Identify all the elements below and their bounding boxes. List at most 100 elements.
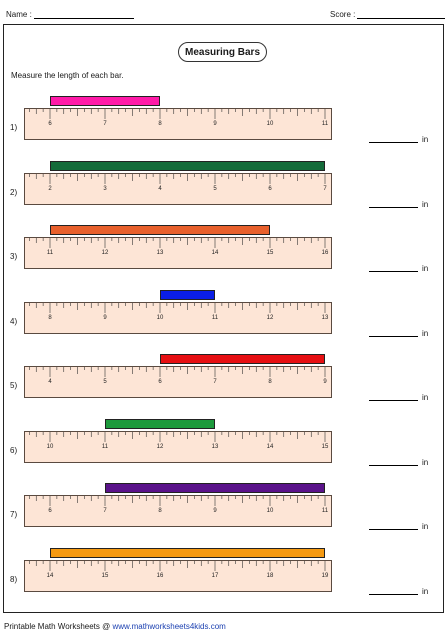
problem: 8 9 10 11 12 13 4) in: [0, 290, 448, 350]
ruler: 2 3 4 5 6 7: [24, 173, 332, 205]
score-field[interactable]: Score :: [330, 10, 446, 19]
answer-line[interactable]: [369, 142, 418, 143]
ruler-tick-label: 9: [213, 508, 217, 514]
name-line[interactable]: [33, 10, 134, 19]
ruler-tick-label: 7: [103, 508, 107, 514]
score-label: Score :: [330, 10, 356, 19]
ruler-tick-label: 10: [157, 315, 164, 321]
ruler-tick-label: 6: [48, 508, 52, 514]
ruler-tick-label: 7: [323, 186, 327, 192]
ruler-tick-label: 9: [103, 315, 107, 321]
ruler-tick-label: 19: [322, 573, 329, 579]
measure-bar: [105, 419, 215, 429]
answer-unit: in: [422, 393, 429, 402]
answer-line[interactable]: [369, 400, 418, 401]
ruler-tick-label: 17: [212, 573, 219, 579]
ruler-tick-label: 4: [158, 186, 162, 192]
problem: 2 3 4 5 6 7 2) in: [0, 161, 448, 221]
ruler-tick-label: 13: [157, 250, 164, 256]
ruler-tick-label: 18: [267, 573, 274, 579]
measure-bar: [160, 290, 215, 300]
ruler: 8 9 10 11 12 13: [24, 302, 332, 334]
measure-bar: [160, 354, 325, 364]
ruler-tick-label: 4: [48, 379, 52, 385]
answer-line[interactable]: [369, 529, 418, 530]
ruler-tick-label: 15: [267, 250, 274, 256]
answer-unit: in: [422, 458, 429, 467]
footer: Printable Math Worksheets @ www.mathwork…: [4, 622, 226, 631]
problem-number: 3): [10, 252, 18, 261]
problem-number: 8): [10, 575, 18, 584]
ruler-tick-label: 6: [158, 379, 162, 385]
score-line[interactable]: [357, 10, 446, 19]
ruler-tick-label: 10: [267, 121, 274, 127]
problem: 14 15 16 17 18 19 8) in: [0, 548, 448, 608]
ruler: 4 5 6 7 8 9: [24, 366, 332, 398]
footer-site-link[interactable]: www.mathworksheets4kids.com: [112, 622, 226, 631]
ruler: 10 11 12 13 14 15: [24, 431, 332, 463]
ruler-tick-label: 6: [48, 121, 52, 127]
name-label: Name :: [6, 10, 32, 19]
problem-number: 4): [10, 317, 18, 326]
problem-number: 6): [10, 446, 18, 455]
ruler-tick-label: 6: [268, 186, 272, 192]
instruction-text: Measure the length of each bar.: [11, 71, 124, 80]
ruler-tick-label: 5: [213, 186, 217, 192]
answer-unit: in: [422, 264, 429, 273]
problem-number: 2): [10, 188, 18, 197]
problem-number: 7): [10, 510, 18, 519]
ruler-tick-label: 10: [267, 508, 274, 514]
name-field[interactable]: Name :: [6, 10, 134, 19]
ruler-tick-label: 11: [47, 250, 54, 256]
ruler-tick-label: 14: [267, 444, 274, 450]
ruler: 14 15 16 17 18 19: [24, 560, 332, 592]
answer-unit: in: [422, 329, 429, 338]
worksheet-title: Measuring Bars: [178, 42, 267, 62]
problem: 10 11 12 13 14 15 6) in: [0, 419, 448, 479]
problem: 6 7 8 9 10 11 1) in: [0, 96, 448, 156]
answer-unit: in: [422, 135, 429, 144]
ruler-tick-label: 16: [322, 250, 329, 256]
answer-unit: in: [422, 200, 429, 209]
ruler-tick-label: 8: [158, 508, 162, 514]
ruler-tick-label: 8: [48, 315, 52, 321]
ruler: 11 12 13 14 15 16: [24, 237, 332, 269]
measure-bar: [50, 548, 325, 558]
answer-unit: in: [422, 587, 429, 596]
ruler-tick-label: 5: [103, 379, 107, 385]
problem: 4 5 6 7 8 9 5) in: [0, 354, 448, 414]
ruler-tick-label: 12: [157, 444, 164, 450]
ruler-tick-label: 15: [102, 573, 109, 579]
answer-line[interactable]: [369, 271, 418, 272]
ruler-tick-label: 14: [47, 573, 54, 579]
answer-line[interactable]: [369, 465, 418, 466]
ruler-tick-label: 13: [322, 315, 329, 321]
ruler-tick-label: 16: [157, 573, 164, 579]
ruler-tick-label: 13: [212, 444, 219, 450]
ruler-tick-label: 11: [322, 121, 329, 127]
measure-bar: [50, 96, 160, 106]
answer-line[interactable]: [369, 207, 418, 208]
ruler-tick-label: 8: [158, 121, 162, 127]
ruler-tick-label: 7: [103, 121, 107, 127]
ruler-tick-label: 15: [322, 444, 329, 450]
ruler-tick-label: 10: [47, 444, 54, 450]
footer-prefix: Printable Math Worksheets @: [4, 622, 113, 631]
ruler-tick-label: 12: [267, 315, 274, 321]
ruler-tick-label: 9: [323, 379, 327, 385]
measure-bar: [50, 225, 270, 235]
ruler-tick-label: 8: [268, 379, 272, 385]
answer-line[interactable]: [369, 336, 418, 337]
problem-number: 5): [10, 381, 18, 390]
ruler-tick-label: 11: [102, 444, 109, 450]
ruler-tick-label: 11: [322, 508, 329, 514]
ruler: 6 7 8 9 10 11: [24, 495, 332, 527]
ruler-tick-label: 2: [48, 186, 52, 192]
problem: 6 7 8 9 10 11 7) in: [0, 483, 448, 543]
answer-line[interactable]: [369, 594, 418, 595]
ruler: 6 7 8 9 10 11: [24, 108, 332, 140]
worksheet-frame: [3, 24, 444, 613]
answer-unit: in: [422, 522, 429, 531]
ruler-tick-label: 14: [212, 250, 219, 256]
problem: 11 12 13 14 15 16 3) in: [0, 225, 448, 285]
